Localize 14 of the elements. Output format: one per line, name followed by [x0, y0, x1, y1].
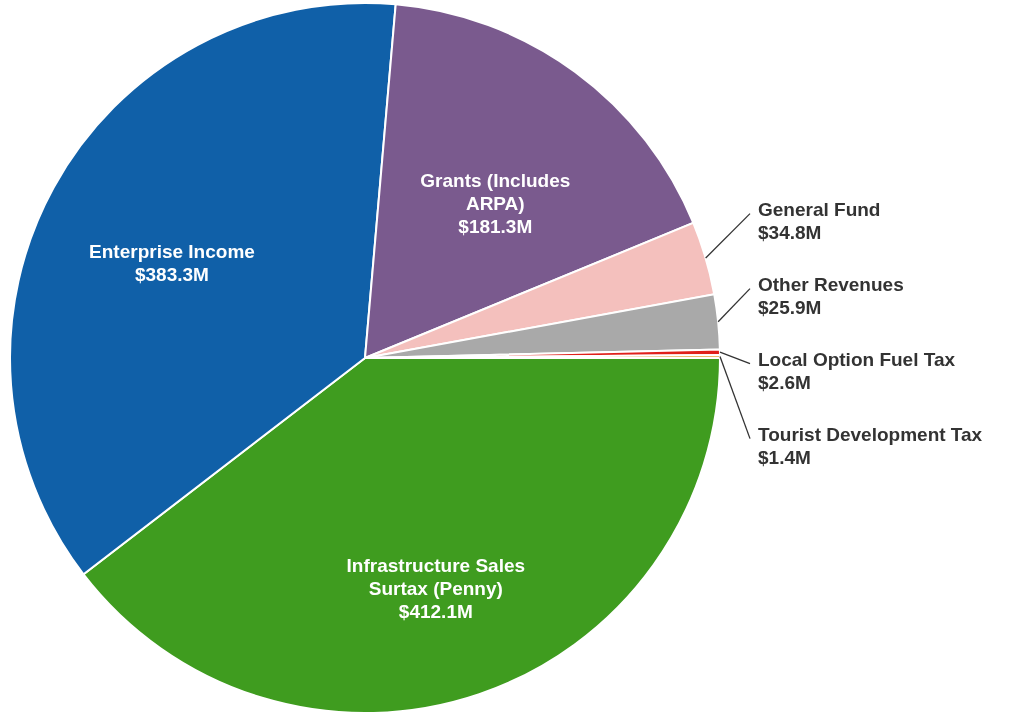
- slice-label: Grants (Includes ARPA): [420, 169, 571, 214]
- slice-label: Local Option Fuel Tax: [758, 348, 956, 370]
- slice-label: Infrastructure Sales Surtax (Penny): [346, 555, 526, 600]
- data-label: $383.3M: [134, 264, 209, 286]
- data-label: $181.3M: [458, 215, 533, 237]
- slice-label: Enterprise Income: [89, 241, 255, 263]
- data-label: $1.4M: [758, 446, 811, 468]
- slice-label: Other Revenues: [758, 273, 904, 295]
- data-label: $34.8M: [758, 221, 822, 243]
- slice-label: General Fund: [758, 198, 881, 220]
- data-label: $412.1M: [398, 601, 473, 623]
- slice-label: Tourist Development Tax: [758, 423, 983, 445]
- data-label: $2.6M: [758, 371, 811, 393]
- data-label: $25.9M: [758, 296, 822, 318]
